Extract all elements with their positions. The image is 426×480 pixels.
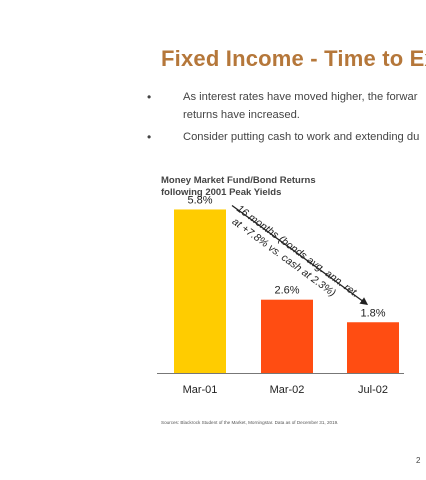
page-number: 2: [416, 456, 421, 465]
category-label: Jul-02: [358, 384, 388, 396]
bar-mar-02: [261, 299, 313, 373]
bullet-text-line-2: returns have increased.: [183, 109, 300, 121]
slide-title: Fixed Income - Time to Ex: [161, 46, 426, 71]
annotation-arrow: [231, 204, 369, 306]
bullet-dot-icon: •: [147, 90, 152, 104]
chart-title-line-2: following 2001 Peak Yields: [161, 187, 282, 198]
value-label: 1.8%: [360, 307, 385, 319]
bullet-dot-icon: •: [147, 130, 152, 144]
source-note: Sources: Blackrock Student of the Market…: [161, 420, 339, 425]
category-label: Mar-02: [270, 384, 305, 396]
bullet-text: Consider putting cash to work and extend…: [183, 131, 420, 143]
bar-mar-01: [174, 209, 226, 373]
chart-title-line-1: Money Market Fund/Bond Returns: [161, 175, 316, 186]
value-label: 5.8%: [187, 194, 212, 206]
chart-title: Money Market Fund/Bond Returns following…: [161, 175, 361, 199]
value-label: 2.6%: [274, 285, 299, 297]
bar-jul-02: [347, 322, 399, 373]
bullet-text-line-1: As interest rates have moved higher, the…: [183, 91, 418, 103]
category-label: Mar-01: [183, 384, 218, 396]
